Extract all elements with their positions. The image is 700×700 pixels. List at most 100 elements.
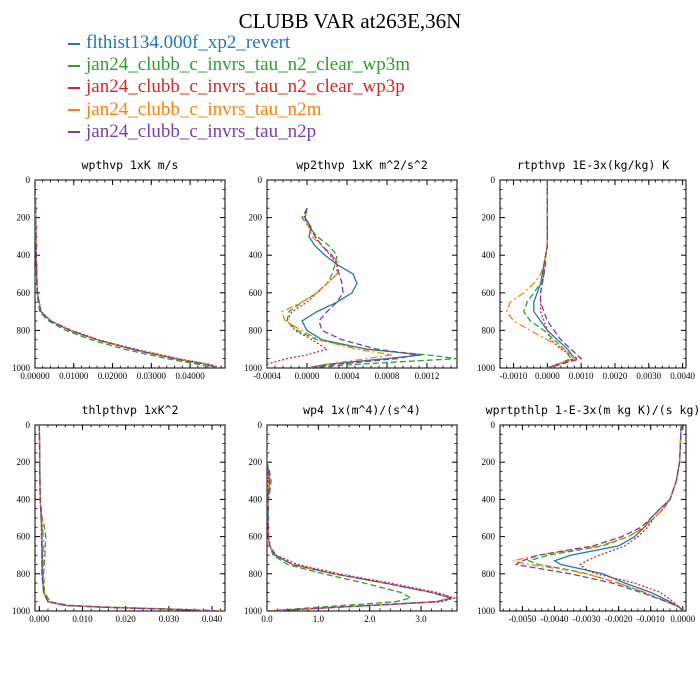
x-tick-label: 2.0 — [364, 614, 376, 624]
series-line — [35, 180, 218, 368]
y-tick-label: 800 — [249, 569, 263, 579]
x-tick-label: 0.0020 — [603, 371, 628, 381]
y-tick-label: 0 — [491, 175, 496, 185]
series-line — [304, 208, 418, 368]
series-line — [267, 425, 457, 611]
y-tick-label: 200 — [17, 457, 31, 467]
series-line — [38, 425, 221, 611]
x-tick-label: 0.00000 — [20, 371, 50, 381]
x-tick-label: 0.010 — [72, 614, 93, 624]
x-tick-label: 0.0010 — [569, 371, 594, 381]
chart-panel: wp2thvp 1xK m^2/s^2 0 200 400 600 800 1000-0.0… — [244, 158, 458, 381]
series-line — [512, 425, 684, 611]
legend-line-icon — [68, 131, 80, 134]
x-tick-label: 0.0 — [261, 614, 273, 624]
legend-label: jan24_clubb_c_invrs_tau_n2p — [86, 120, 317, 142]
series-line — [38, 425, 221, 611]
x-tick-label: 0.0000 — [295, 371, 320, 381]
series-line — [38, 425, 221, 611]
x-tick-label: 1.0 — [313, 614, 325, 624]
series-line — [301, 208, 423, 368]
y-tick-label: 800 — [17, 569, 31, 579]
y-tick-label: 1000 — [244, 606, 263, 616]
y-tick-label: 400 — [17, 250, 31, 260]
y-tick-label: 600 — [17, 532, 31, 542]
plot-frame — [266, 179, 458, 369]
series-line — [514, 425, 684, 611]
series-line — [506, 180, 576, 368]
legend: flthist134.000f_xp2_revert jan24_clubb_c… — [68, 32, 410, 143]
legend-line-icon — [68, 42, 80, 45]
legend-label: jan24_clubb_c_invrs_tau_n2_clear_wp3p — [86, 76, 405, 98]
legend-entry: jan24_clubb_c_invrs_tau_n2_clear_wp3m — [68, 54, 410, 76]
series-line — [267, 425, 453, 611]
panel-title: wprtpthlp 1-E-3x(m kg K)/(s kg) — [486, 403, 700, 417]
y-tick-label: 400 — [17, 494, 31, 504]
series-line — [35, 180, 220, 368]
x-tick-label: 0.0000 — [670, 614, 695, 624]
y-tick-label: 200 — [17, 213, 31, 223]
x-tick-label: 0.000 — [29, 614, 50, 624]
y-tick-label: 1000 — [12, 363, 31, 373]
y-tick-label: 600 — [482, 288, 496, 298]
x-tick-label: -0.0010 — [500, 371, 528, 381]
y-tick-label: 1000 — [12, 606, 31, 616]
x-tick-label: -0.0010 — [637, 614, 665, 624]
y-tick-label: 200 — [249, 457, 263, 467]
legend-label: flthist134.000f_xp2_revert — [86, 32, 291, 53]
y-tick-label: 400 — [482, 250, 496, 260]
panel-title: wp2thvp 1xK m^2/s^2 — [296, 158, 428, 172]
x-tick-label: 0.04000 — [175, 371, 205, 381]
x-tick-label: -0.0030 — [573, 614, 601, 624]
legend-entry: jan24_clubb_c_invrs_tau_n2p — [68, 121, 410, 143]
y-tick-label: 800 — [482, 569, 496, 579]
legend-line-icon — [68, 109, 80, 112]
legend-entry: flthist134.000f_xp2_revert — [68, 32, 410, 54]
chart-panel: rtpthvp 1E-3x(kg/kg) K 0 200 400 600 800 1000-… — [477, 158, 695, 381]
series-line — [267, 208, 338, 368]
series-line — [281, 208, 393, 368]
x-tick-label: 0.0004 — [335, 371, 360, 381]
x-tick-label: 0.0008 — [375, 371, 400, 381]
y-tick-label: 0 — [26, 420, 31, 430]
panel-title: wpthvp 1xK m/s — [82, 158, 179, 172]
x-tick-label: 0.030 — [159, 614, 180, 624]
y-tick-label: 600 — [17, 288, 31, 298]
x-tick-label: 0.01000 — [59, 371, 89, 381]
y-tick-label: 1000 — [244, 363, 263, 373]
x-tick-label: -0.0040 — [541, 614, 569, 624]
plot-frame — [499, 424, 687, 612]
series-line — [267, 425, 453, 611]
y-tick-label: 200 — [482, 457, 496, 467]
series-line — [35, 180, 214, 368]
series-line — [579, 425, 684, 611]
y-tick-label: 400 — [249, 250, 263, 260]
series-line — [539, 180, 583, 368]
x-tick-label: -0.0020 — [605, 614, 633, 624]
series-line — [38, 425, 221, 611]
x-tick-label: -0.0050 — [509, 614, 537, 624]
x-tick-label: 3.0 — [415, 614, 427, 624]
panel-title: wp4 1x(m^4)/(s^4) — [303, 403, 421, 417]
y-tick-label: 0 — [26, 175, 31, 185]
panel-title: rtpthvp 1E-3x(kg/kg) K — [517, 158, 669, 172]
y-tick-label: 200 — [482, 213, 496, 223]
x-tick-label: 0.0000 — [535, 371, 560, 381]
plot-frame — [34, 424, 226, 612]
series-line — [267, 425, 452, 611]
y-tick-label: 1000 — [477, 606, 496, 616]
y-tick-label: 0 — [258, 420, 263, 430]
y-tick-label: 0 — [491, 420, 496, 430]
series-line — [286, 207, 457, 368]
series-line — [526, 425, 684, 611]
y-tick-label: 800 — [17, 325, 31, 335]
y-tick-label: 400 — [249, 494, 263, 504]
y-tick-label: 600 — [249, 532, 263, 542]
y-tick-label: 400 — [482, 494, 496, 504]
y-tick-label: 200 — [249, 213, 263, 223]
x-tick-label: 0.0030 — [636, 371, 661, 381]
